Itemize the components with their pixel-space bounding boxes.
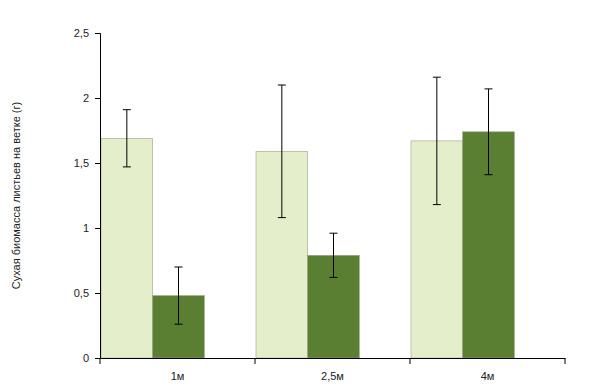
error-bar (485, 89, 493, 175)
category-separator (100, 358, 101, 364)
chart: 0 0,5 1 1,5 2 2,5 1м 2,5м 4м Сухая биомасса листь… (0, 0, 600, 388)
y-tick-mark (95, 163, 100, 164)
error-bar (433, 77, 441, 204)
x-axis-line (101, 358, 566, 359)
error-cap (278, 217, 286, 218)
y-tick: 1 (83, 222, 100, 234)
category-separator (410, 358, 411, 364)
error-line (126, 110, 127, 167)
y-axis: 0 0,5 1 1,5 2 2,5 (74, 27, 101, 364)
error-line (281, 85, 282, 218)
x-tick: 2,5м (321, 358, 344, 382)
y-axis-title: Сухая биомасса листьев на ветке (г) (10, 102, 22, 289)
x-tick: 4м (481, 358, 495, 382)
x-tick-label: 1м (171, 370, 185, 382)
error-cap (175, 267, 183, 268)
plot-area: 0 0,5 1 1,5 2 2,5 1м 2,5м 4м (74, 27, 566, 382)
x-axis: 1м 2,5м 4м (100, 358, 566, 382)
bar (101, 138, 153, 358)
y-tick-label: 0,5 (74, 287, 89, 299)
error-bar (278, 85, 286, 218)
error-cap (330, 277, 338, 278)
y-tick: 0,5 (74, 287, 100, 299)
series (101, 77, 463, 358)
x-tick: 1м (171, 358, 185, 382)
marks (101, 77, 514, 358)
category-separator (255, 358, 256, 364)
y-tick-label: 1,5 (74, 157, 89, 169)
y-tick-mark (95, 98, 100, 99)
y-tick-mark (95, 228, 100, 229)
error-cap (123, 109, 131, 110)
x-tick-label: 2,5м (321, 370, 344, 382)
error-bar (330, 233, 338, 277)
y-tick-label: 2,5 (74, 27, 89, 39)
error-line (178, 267, 179, 324)
error-bar (175, 267, 183, 324)
error-cap (330, 233, 338, 234)
error-line (488, 89, 489, 175)
y-tick-mark (95, 293, 100, 294)
error-cap (433, 204, 441, 205)
y-tick: 2 (83, 92, 100, 104)
error-cap (123, 166, 131, 167)
category-separator (565, 358, 566, 364)
y-tick-mark (95, 33, 100, 34)
error-line (333, 233, 334, 277)
y-axis-line (95, 34, 101, 359)
y-tick-label: 1 (83, 222, 89, 234)
error-cap (175, 324, 183, 325)
error-cap (433, 77, 441, 78)
y-tick-label: 0 (83, 352, 89, 364)
y-tick-label: 2 (83, 92, 89, 104)
error-line (436, 77, 437, 204)
y-tick: 1,5 (74, 157, 100, 169)
y-tick: 0 (83, 352, 100, 364)
error-cap (278, 85, 286, 86)
y-tick-mark (95, 358, 100, 359)
error-cap (485, 88, 493, 89)
x-tick-label: 4м (481, 370, 495, 382)
error-bar (123, 110, 131, 167)
y-tick: 2,5 (74, 27, 100, 39)
series (153, 89, 515, 358)
error-cap (485, 174, 493, 175)
